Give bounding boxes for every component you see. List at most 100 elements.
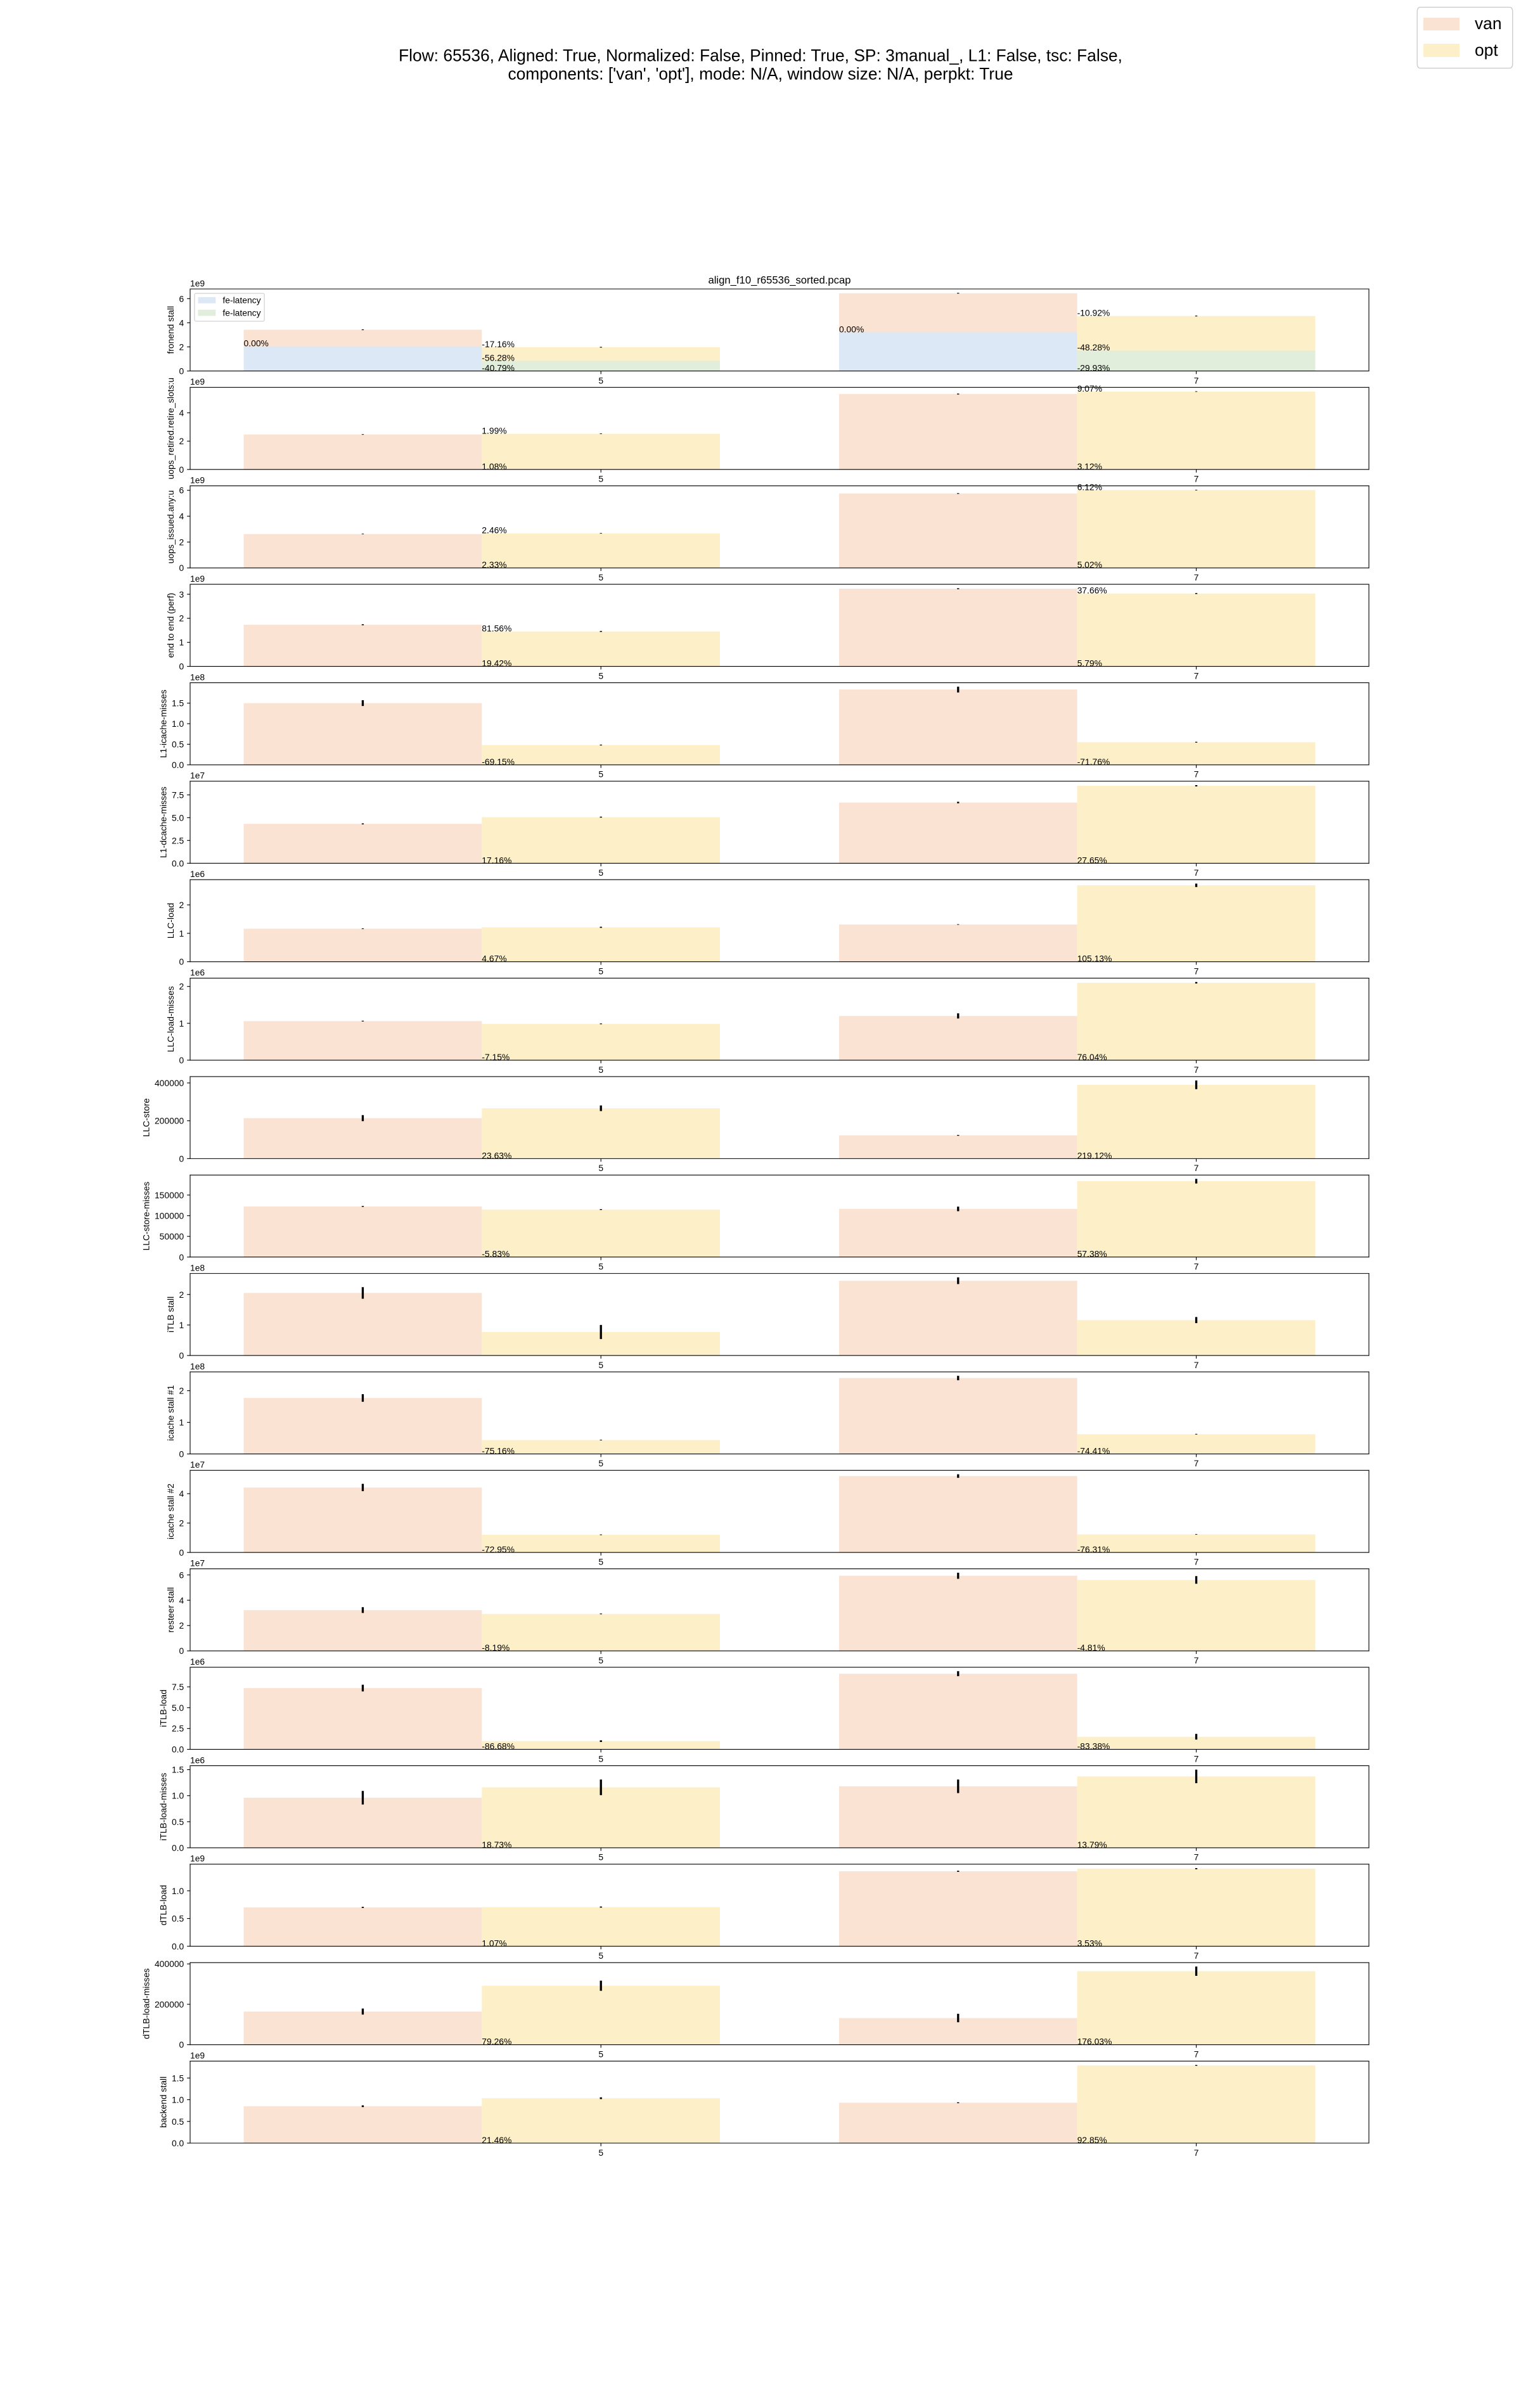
svg-text:0: 0 [179, 464, 184, 475]
svg-text:0: 0 [179, 366, 184, 376]
svg-text:7: 7 [1194, 769, 1199, 779]
svg-text:7: 7 [1194, 1852, 1199, 1862]
svg-text:7: 7 [1194, 572, 1199, 582]
svg-text:1e9: 1e9 [190, 573, 205, 584]
svg-text:0.0: 0.0 [172, 1843, 184, 1853]
svg-text:400000: 400000 [155, 1959, 184, 1969]
svg-text:fe-latency: fe-latency [222, 307, 260, 317]
svg-text:5: 5 [598, 2148, 603, 2158]
svg-text:2.46%: 2.46% [482, 525, 506, 535]
svg-text:2.33%: 2.33% [482, 560, 506, 570]
svg-text:1.0: 1.0 [172, 2095, 184, 2105]
svg-text:7: 7 [1194, 1458, 1199, 1468]
svg-text:0.00%: 0.00% [839, 324, 864, 334]
svg-text:components: ['van', 'opt'], mo: components: ['van', 'opt'], mode: N/A, w… [508, 64, 1013, 83]
svg-text:19.42%: 19.42% [482, 658, 511, 669]
svg-text:50000: 50000 [160, 1231, 184, 1241]
svg-text:5.02%: 5.02% [1077, 560, 1102, 570]
svg-text:-71.76%: -71.76% [1077, 757, 1110, 767]
svg-text:0.0: 0.0 [172, 760, 184, 770]
svg-text:0.0: 0.0 [172, 1941, 184, 1951]
svg-text:1e7: 1e7 [190, 1459, 205, 1470]
svg-text:-69.15%: -69.15% [482, 757, 515, 767]
svg-text:1: 1 [179, 1418, 184, 1428]
svg-text:0: 0 [179, 1153, 184, 1163]
svg-text:7: 7 [1194, 1163, 1199, 1173]
svg-text:219.12%: 219.12% [1077, 1150, 1112, 1160]
svg-text:5: 5 [598, 1950, 603, 1961]
svg-text:17.16%: 17.16% [482, 855, 511, 865]
svg-text:100000: 100000 [155, 1211, 184, 1221]
svg-text:21.46%: 21.46% [482, 2135, 511, 2145]
svg-text:7: 7 [1194, 375, 1199, 385]
svg-text:1e9: 1e9 [190, 278, 205, 288]
svg-text:-29.93%: -29.93% [1077, 362, 1110, 373]
svg-text:7: 7 [1194, 1065, 1199, 1075]
svg-text:7: 7 [1194, 670, 1199, 681]
svg-text:-7.15%: -7.15% [482, 1052, 510, 1062]
svg-text:3: 3 [179, 589, 184, 599]
svg-text:4: 4 [179, 317, 184, 328]
svg-text:LLC-load-misses: LLC-load-misses [165, 986, 176, 1052]
svg-text:0.0: 0.0 [172, 2138, 184, 2148]
svg-text:6: 6 [179, 1570, 184, 1580]
svg-text:iTLB-load-misses: iTLB-load-misses [158, 1773, 169, 1841]
svg-text:0: 0 [179, 1547, 184, 1558]
svg-text:2: 2 [179, 537, 184, 547]
svg-text:23.63%: 23.63% [482, 1150, 511, 1160]
svg-text:-83.38%: -83.38% [1077, 1741, 1110, 1752]
svg-text:6.12%: 6.12% [1077, 482, 1102, 492]
svg-text:uops_issued.any:u: uops_issued.any:u [165, 490, 176, 564]
svg-text:7: 7 [1194, 2148, 1199, 2158]
svg-text:1: 1 [179, 1320, 184, 1330]
svg-text:5.0: 5.0 [172, 1703, 184, 1713]
svg-text:2.5: 2.5 [172, 1724, 184, 1734]
svg-text:1: 1 [179, 928, 184, 938]
svg-text:L1-icache-misses: L1-icache-misses [158, 689, 169, 758]
svg-text:-40.79%: -40.79% [482, 362, 515, 373]
svg-text:-48.28%: -48.28% [1077, 342, 1110, 352]
svg-text:0.0: 0.0 [172, 1745, 184, 1755]
svg-text:2: 2 [179, 1386, 184, 1396]
svg-text:1.5: 1.5 [172, 1765, 184, 1775]
svg-text:5: 5 [598, 1557, 603, 1567]
svg-text:-8.19%: -8.19% [482, 1643, 510, 1653]
svg-text:2: 2 [179, 900, 184, 910]
svg-text:2: 2 [179, 1290, 184, 1300]
svg-text:van: van [1475, 14, 1502, 33]
svg-text:37.66%: 37.66% [1077, 586, 1107, 596]
svg-text:uops_retired.retire_slots:u: uops_retired.retire_slots:u [165, 378, 176, 479]
svg-text:5: 5 [598, 474, 603, 484]
svg-text:4: 4 [179, 1595, 184, 1605]
svg-text:9.07%: 9.07% [1077, 383, 1102, 394]
svg-text:1e7: 1e7 [190, 1558, 205, 1568]
svg-text:5.0: 5.0 [172, 812, 184, 823]
svg-text:fe-latency: fe-latency [222, 295, 260, 305]
svg-text:0.5: 0.5 [172, 1914, 184, 1924]
svg-text:0: 0 [179, 957, 184, 967]
svg-text:200000: 200000 [155, 1116, 184, 1126]
svg-text:1.0: 1.0 [172, 1791, 184, 1801]
svg-text:7: 7 [1194, 868, 1199, 878]
svg-text:4: 4 [179, 1489, 184, 1499]
svg-text:7: 7 [1194, 1557, 1199, 1567]
svg-text:LLC-store: LLC-store [141, 1098, 151, 1137]
svg-text:0.5: 0.5 [172, 2117, 184, 2127]
svg-text:5: 5 [598, 1360, 603, 1370]
svg-text:2: 2 [179, 1518, 184, 1528]
svg-text:176.03%: 176.03% [1077, 2037, 1112, 2047]
svg-text:400000: 400000 [155, 1078, 184, 1088]
svg-text:5: 5 [598, 375, 603, 385]
svg-text:0.5: 0.5 [172, 740, 184, 750]
svg-text:1.0: 1.0 [172, 719, 184, 729]
svg-text:5: 5 [598, 1065, 603, 1075]
svg-text:1e8: 1e8 [190, 1361, 205, 1371]
svg-text:fronend stall: fronend stall [165, 306, 176, 354]
svg-text:7: 7 [1194, 1753, 1199, 1764]
svg-text:-76.31%: -76.31% [1077, 1544, 1110, 1554]
svg-text:icache stall #1: icache stall #1 [165, 1385, 176, 1440]
svg-text:7: 7 [1194, 1655, 1199, 1665]
svg-text:end to end (perf): end to end (perf) [165, 593, 176, 658]
svg-text:Flow: 65536, Aligned: True, No: Flow: 65536, Aligned: True, Normalized: … [399, 46, 1122, 65]
svg-text:opt: opt [1475, 41, 1498, 60]
